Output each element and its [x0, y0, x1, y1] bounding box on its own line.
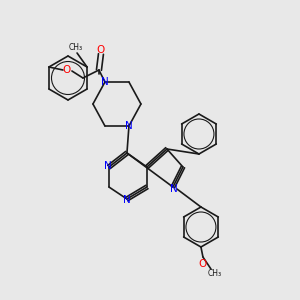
Text: N: N: [104, 161, 112, 171]
Text: N: N: [170, 184, 178, 194]
Text: N: N: [125, 121, 133, 131]
Text: O: O: [97, 45, 105, 55]
Text: O: O: [63, 65, 71, 75]
Text: CH₃: CH₃: [208, 268, 222, 278]
Text: N: N: [101, 77, 109, 87]
Text: O: O: [199, 259, 207, 269]
Text: CH₃: CH₃: [69, 43, 83, 52]
Text: N: N: [123, 195, 131, 205]
